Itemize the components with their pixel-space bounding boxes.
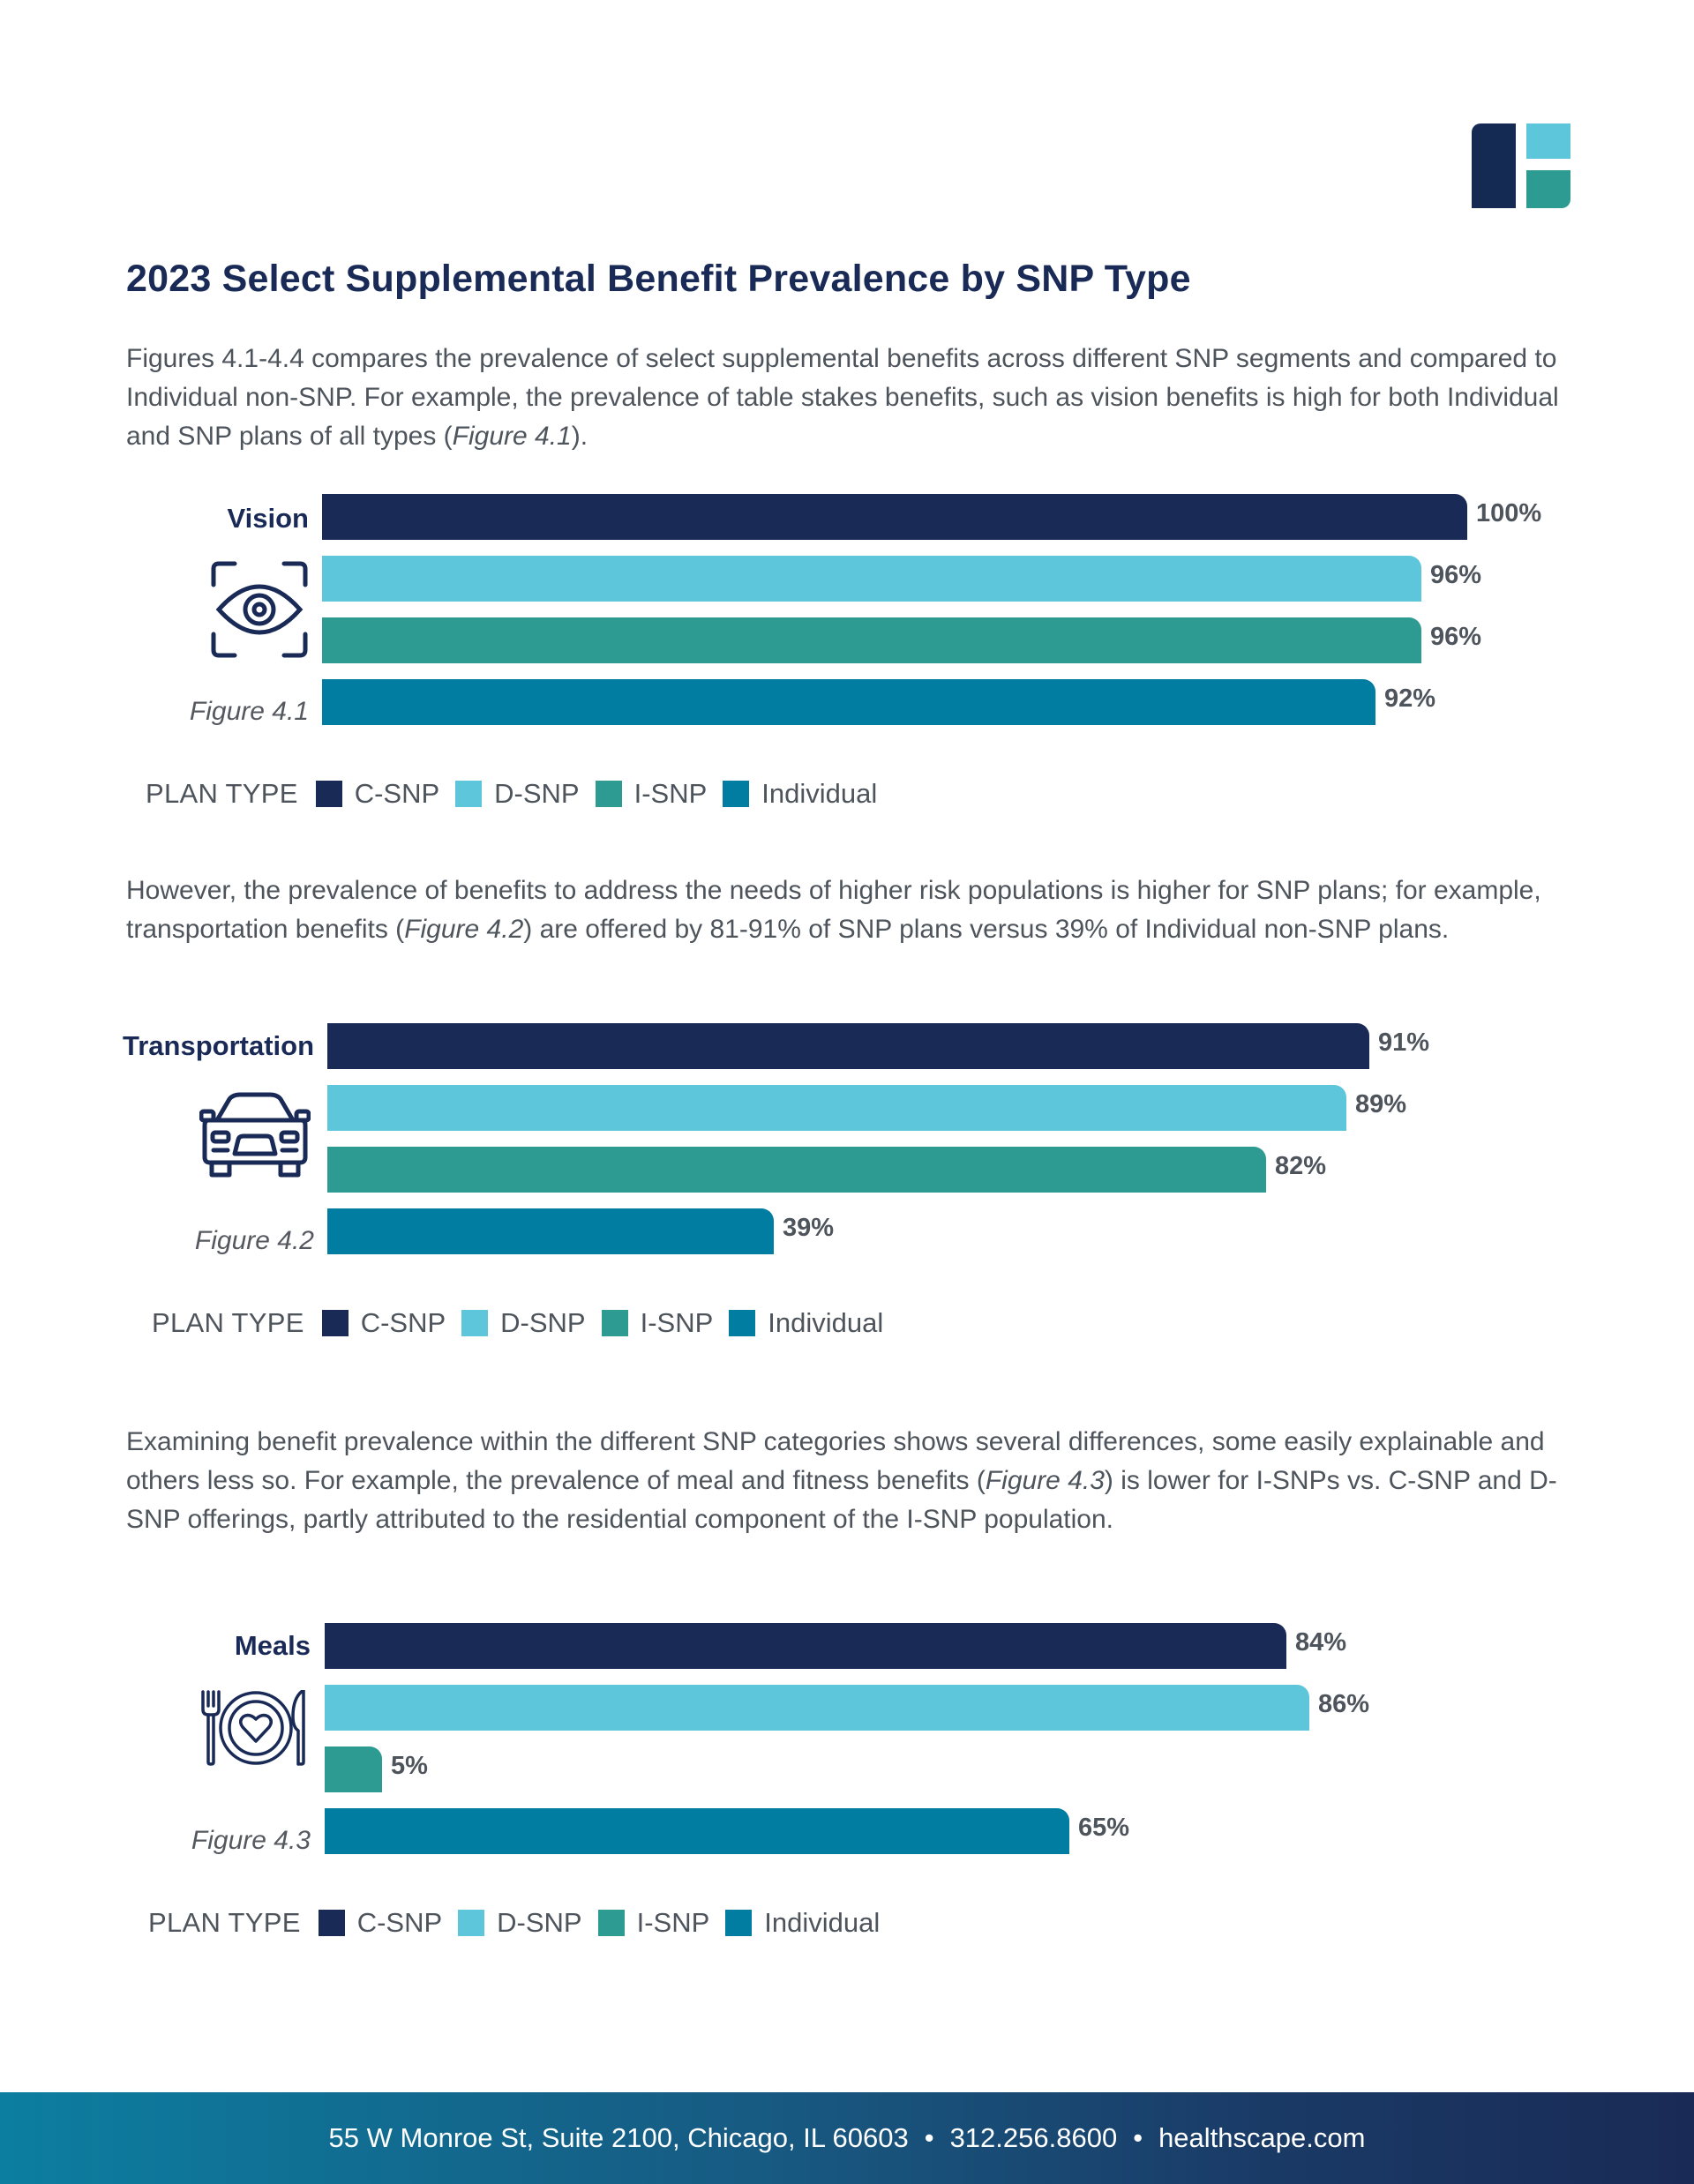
bar-individual xyxy=(325,1808,1069,1854)
bar-value-label: 65% xyxy=(1078,1814,1130,1842)
bar-group: 84% 86% 5% 65% xyxy=(325,1623,1472,1870)
car-icon xyxy=(199,1092,311,1178)
paragraph-text: Examining benefit prevalence within the … xyxy=(126,1427,1545,1495)
legend-swatch-d-snp xyxy=(461,1310,489,1336)
bar-c-snp xyxy=(327,1023,1369,1069)
legend-figure-4-1: PLAN TYPE C-SNP D-SNP I-SNP Individual xyxy=(146,778,893,810)
bar-i-snp xyxy=(322,617,1421,663)
legend-swatch-i-snp xyxy=(597,1910,625,1936)
bar-value-label: 82% xyxy=(1275,1152,1327,1180)
bar-individual xyxy=(322,679,1375,725)
legend-swatch-individual xyxy=(723,781,750,807)
legend-label: D-SNP xyxy=(500,1307,586,1338)
bar-i-snp xyxy=(325,1746,382,1792)
legend-label: Individual xyxy=(764,1907,881,1938)
figure-reference: Figure 4.3 xyxy=(985,1466,1105,1495)
bar-i-snp xyxy=(327,1147,1266,1193)
bar-group: 100% 96% 96% 92% xyxy=(322,494,1541,741)
legend-swatch-individual xyxy=(729,1310,756,1336)
legend-label: Individual xyxy=(761,778,878,809)
company-logo xyxy=(1472,123,1570,208)
legend-swatch-d-snp xyxy=(458,1910,485,1936)
legend-swatch-c-snp xyxy=(318,1910,345,1936)
intro-paragraph: Figures 4.1-4.4 compares the prevalence … xyxy=(126,340,1582,456)
legend-label: C-SNP xyxy=(354,778,440,809)
footer-phone: 312.256.8600 xyxy=(949,2122,1118,2153)
figure-reference: Figure 4.1 xyxy=(452,422,572,451)
footer-bar: 55 W Monroe St, Suite 2100, Chicago, IL … xyxy=(0,2092,1694,2184)
bar-value-label: 92% xyxy=(1384,684,1436,713)
bar-c-snp xyxy=(322,494,1467,540)
figure-title: Meals xyxy=(234,1630,311,1661)
footer-separator: • xyxy=(1133,2122,1143,2153)
legend-swatch-d-snp xyxy=(455,781,483,807)
footer-separator: • xyxy=(924,2122,934,2153)
legend-label: I-SNP xyxy=(640,1307,714,1338)
meals-paragraph: Examining benefit prevalence within the … xyxy=(126,1423,1582,1539)
legend-swatch-c-snp xyxy=(321,1310,349,1336)
legend-label: D-SNP xyxy=(497,1907,582,1938)
page-title: 2023 Select Supplemental Benefit Prevale… xyxy=(126,258,1191,300)
eye-icon xyxy=(211,561,308,658)
bar-value-label: 89% xyxy=(1355,1090,1407,1118)
bar-value-label: 100% xyxy=(1476,499,1542,527)
bar-group: 91% 89% 82% 39% xyxy=(327,1023,1474,1270)
bar-value-label: 39% xyxy=(783,1214,835,1242)
bar-individual xyxy=(327,1208,774,1254)
figure-caption: Figure 4.2 xyxy=(194,1226,314,1255)
figure-caption: Figure 4.3 xyxy=(191,1826,311,1855)
logo-block-teal xyxy=(1526,170,1570,208)
figure-reference: Figure 4.2 xyxy=(404,915,524,944)
figure-caption: Figure 4.1 xyxy=(189,697,309,726)
paragraph-text: ) are offered by 81-91% of SNP plans ver… xyxy=(523,915,1450,944)
meal-plate-icon xyxy=(201,1690,305,1766)
paragraph-text: ). xyxy=(571,422,588,451)
legend-figure-4-2: PLAN TYPE C-SNP D-SNP I-SNP Individual xyxy=(152,1307,899,1339)
legend-figure-4-3: PLAN TYPE C-SNP D-SNP I-SNP Individual xyxy=(148,1907,896,1939)
logo-block-light-blue xyxy=(1526,123,1570,159)
legend-swatch-individual xyxy=(725,1910,753,1936)
legend-label: I-SNP xyxy=(636,1907,710,1938)
bar-value-label: 96% xyxy=(1430,561,1482,589)
legend-label: C-SNP xyxy=(360,1307,446,1338)
footer-address: 55 W Monroe St, Suite 2100, Chicago, IL … xyxy=(328,2122,909,2153)
logo-block-navy xyxy=(1472,123,1516,208)
figure-title: Transportation xyxy=(122,1030,314,1061)
paragraph-text: However, the prevalence of benefits to a… xyxy=(126,876,1541,944)
bar-value-label: 5% xyxy=(391,1752,428,1780)
legend-label: C-SNP xyxy=(356,1907,443,1938)
legend-swatch-i-snp xyxy=(601,1310,628,1336)
legend-label: Individual xyxy=(768,1307,884,1338)
transportation-paragraph: However, the prevalence of benefits to a… xyxy=(126,871,1582,949)
footer-website[interactable]: healthscape.com xyxy=(1158,2122,1366,2153)
bar-d-snp xyxy=(325,1685,1309,1731)
legend-label: D-SNP xyxy=(494,778,580,809)
paragraph-text: Figures 4.1-4.4 compares the prevalence … xyxy=(126,344,1559,451)
bar-c-snp xyxy=(325,1623,1286,1669)
bar-value-label: 96% xyxy=(1430,623,1482,651)
figure-title: Vision xyxy=(227,503,309,534)
legend-title: PLAN TYPE xyxy=(152,1307,304,1338)
legend-label: I-SNP xyxy=(633,778,708,809)
legend-swatch-i-snp xyxy=(595,781,622,807)
legend-swatch-c-snp xyxy=(315,781,342,807)
legend-title: PLAN TYPE xyxy=(148,1907,301,1938)
bar-d-snp xyxy=(322,556,1421,602)
bar-value-label: 84% xyxy=(1295,1628,1347,1657)
paragraph-text: ) is lower for I-SNPs vs. C-SNP and D-SN… xyxy=(126,1466,1557,1534)
bar-value-label: 86% xyxy=(1318,1690,1370,1718)
bar-d-snp xyxy=(327,1085,1346,1131)
legend-title: PLAN TYPE xyxy=(146,778,298,809)
bar-value-label: 91% xyxy=(1378,1028,1430,1057)
